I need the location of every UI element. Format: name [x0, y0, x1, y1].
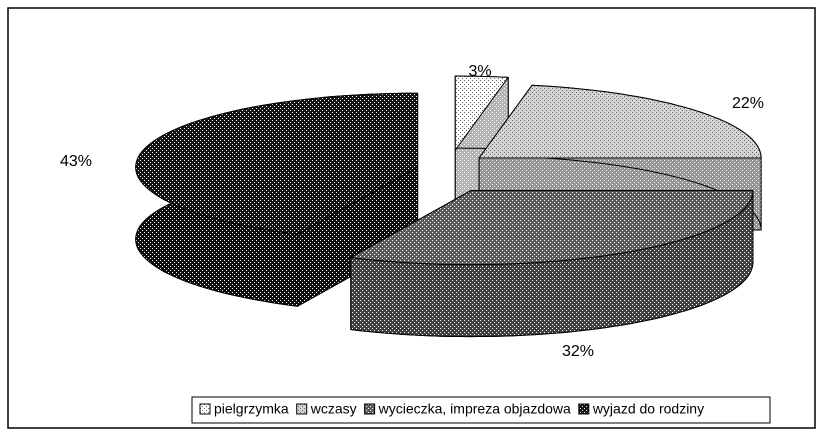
slice: [135, 92, 419, 307]
legend-label: pielgrzymka: [214, 401, 289, 417]
legend-label: wczasy: [310, 401, 357, 417]
legend-swatch: [296, 403, 308, 415]
slice-top: [478, 84, 762, 159]
pie: 3% 22% 32% 43%: [60, 63, 764, 360]
data-label: 22%: [732, 95, 764, 112]
data-label: 3%: [468, 63, 491, 80]
data-label: 32%: [562, 343, 594, 360]
legend-swatch: [364, 403, 376, 415]
data-label: 43%: [60, 153, 92, 170]
slice-top: [350, 190, 754, 266]
slice-top: [135, 92, 419, 235]
legend: pielgrzymka wczasy wycieczka, impreza obja…: [199, 401, 704, 417]
legend-label: wyjazd do rodziny: [592, 401, 704, 417]
legend-label: wycieczka, impreza objazdowa: [378, 401, 571, 417]
legend-box: [191, 396, 771, 424]
legend-swatch: [578, 403, 590, 415]
slice: [350, 190, 754, 338]
legend-swatch: [199, 403, 211, 415]
slice-top: [454, 75, 509, 151]
